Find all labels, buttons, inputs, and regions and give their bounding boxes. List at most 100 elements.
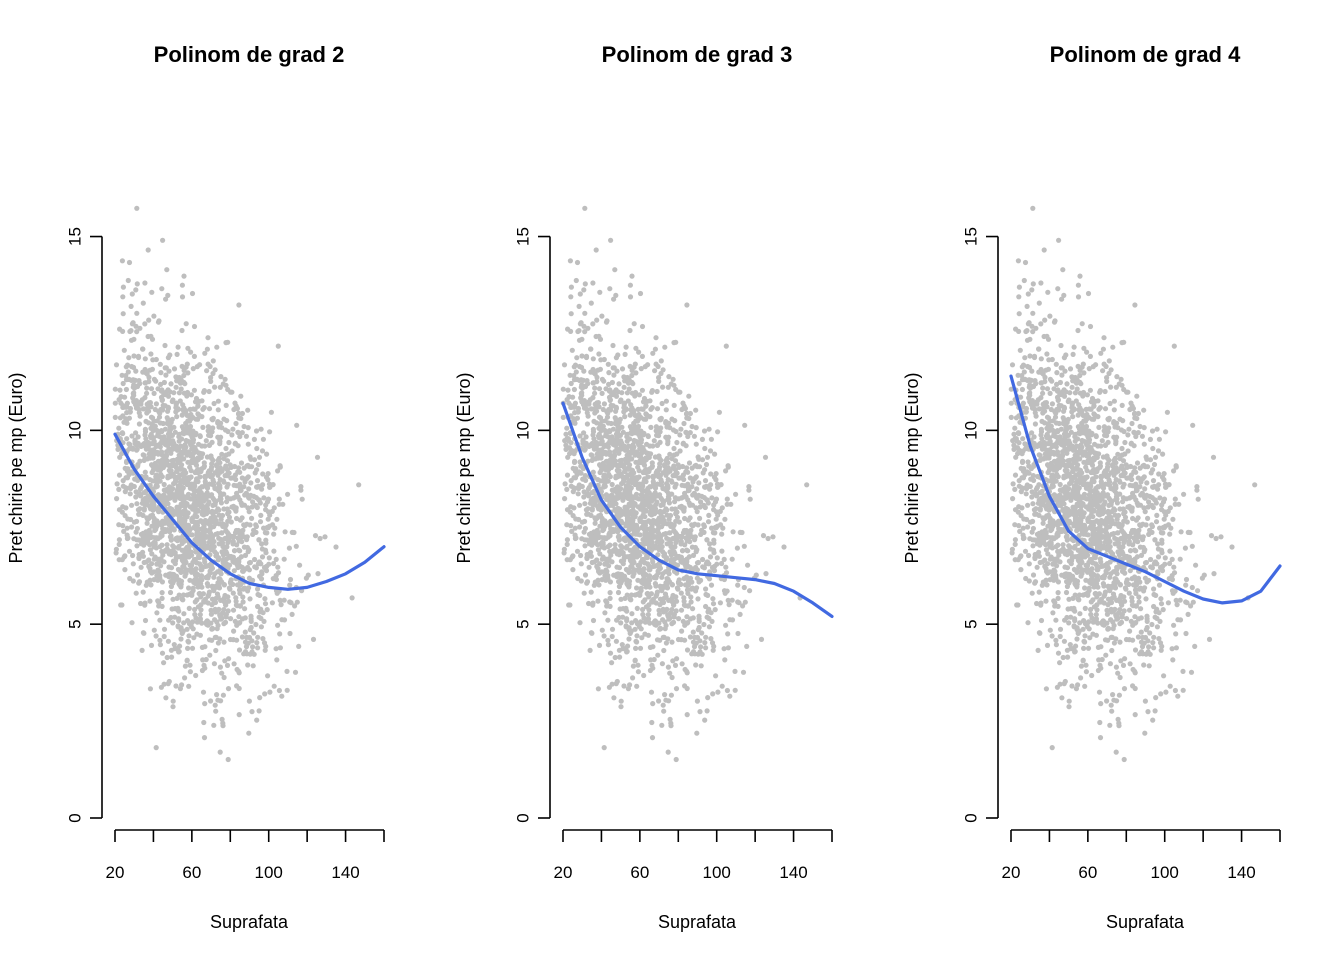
data-point (601, 526, 607, 533)
data-point (230, 426, 236, 432)
data-point (571, 459, 578, 465)
data-point (186, 605, 192, 612)
data-point (684, 415, 690, 421)
data-point (123, 373, 129, 379)
data-point (312, 533, 319, 539)
data-point (601, 401, 608, 407)
data-point (180, 430, 186, 436)
data-point (159, 533, 165, 539)
x-tick-label: 20 (554, 863, 573, 882)
data-point (236, 547, 242, 553)
data-point (762, 454, 769, 460)
data-point (640, 580, 647, 587)
data-point (133, 529, 139, 535)
data-point (248, 618, 254, 625)
data-point (574, 548, 581, 554)
data-point (188, 431, 194, 437)
data-point (655, 530, 662, 536)
data-point (261, 495, 267, 501)
data-point (276, 687, 282, 694)
data-point (124, 436, 130, 442)
data-point (229, 448, 235, 454)
data-point (281, 556, 287, 562)
data-point (584, 511, 590, 517)
data-point (612, 415, 618, 421)
data-point (286, 545, 292, 551)
data-point (138, 564, 144, 570)
data-point (585, 506, 591, 512)
data-point (161, 633, 167, 640)
x-tick-label: 60 (630, 863, 649, 882)
data-point (1016, 311, 1022, 317)
data-point (701, 565, 708, 571)
data-point (599, 518, 606, 525)
data-point (703, 591, 709, 598)
data-point (1059, 695, 1065, 701)
data-point (607, 595, 613, 602)
data-point (159, 603, 165, 610)
data-point (646, 518, 653, 525)
data-point (706, 512, 712, 519)
data-point (250, 663, 256, 669)
data-point (172, 561, 178, 567)
data-point (120, 311, 126, 317)
data-point (262, 601, 269, 607)
data-point (1142, 730, 1148, 736)
data-point (632, 424, 638, 430)
data-point (226, 439, 232, 446)
data-point (223, 402, 229, 408)
data-point (675, 586, 681, 592)
data-point (669, 581, 675, 588)
data-point (233, 483, 240, 489)
data-point (211, 661, 217, 667)
data-point (208, 611, 214, 617)
data-point (742, 422, 748, 428)
data-point (616, 537, 622, 543)
data-point (633, 638, 639, 644)
data-point (138, 531, 144, 537)
data-point (709, 495, 715, 501)
data-point (657, 602, 663, 608)
data-point (582, 447, 588, 453)
data-point (216, 507, 222, 513)
data-point (672, 467, 679, 473)
data-point (686, 393, 692, 399)
data-point (579, 399, 585, 405)
data-point (228, 519, 234, 525)
data-point (690, 615, 696, 621)
data-point (1158, 691, 1164, 697)
data-point (595, 542, 601, 548)
data-point (217, 636, 223, 642)
data-point (1155, 554, 1162, 560)
data-point (137, 458, 143, 464)
data-point (166, 678, 172, 685)
data-point (574, 415, 581, 421)
data-point (159, 590, 165, 596)
data-point (601, 378, 607, 384)
data-point (270, 482, 276, 488)
data-point (599, 465, 605, 471)
data-point (713, 477, 719, 483)
data-point (179, 363, 185, 369)
data-point (296, 643, 302, 650)
data-point (282, 529, 288, 535)
data-point (220, 610, 226, 616)
data-point (212, 549, 218, 555)
data-point (236, 614, 242, 620)
data-point (134, 310, 140, 316)
data-point (298, 487, 304, 493)
data-point (703, 461, 710, 468)
data-point (153, 378, 159, 384)
data-point (134, 329, 140, 335)
data-point (635, 418, 641, 424)
data-point (292, 669, 299, 675)
data-point (259, 448, 266, 454)
data-point (120, 284, 126, 290)
data-point (1082, 633, 1088, 639)
data-point (1035, 647, 1041, 654)
data-point (140, 537, 146, 543)
data-point (607, 542, 613, 548)
data-point (221, 416, 227, 422)
data-point (633, 438, 639, 444)
